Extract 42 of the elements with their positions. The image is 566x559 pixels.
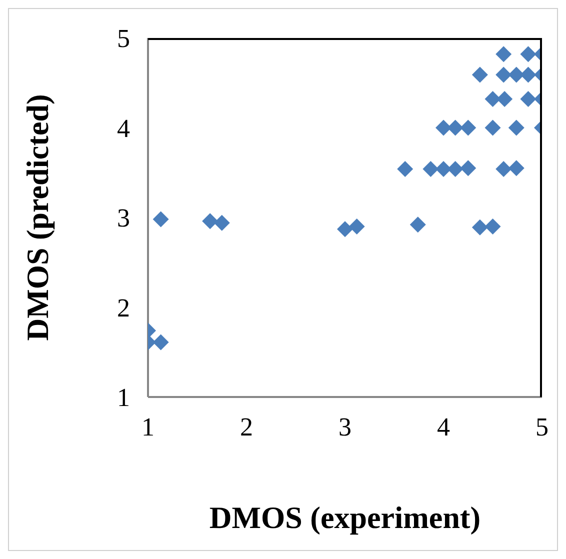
point xyxy=(496,91,513,108)
point xyxy=(422,161,439,178)
point xyxy=(447,161,464,178)
point xyxy=(460,120,476,136)
y-axis-title: DMOS (predicted) xyxy=(20,94,56,341)
point xyxy=(484,91,501,108)
x-tick-label: 5 xyxy=(536,412,548,442)
x-axis-title: DMOS (experiment) xyxy=(209,500,481,535)
point xyxy=(508,160,524,176)
y-tick-label: 2 xyxy=(117,293,130,322)
point xyxy=(348,218,365,234)
point xyxy=(436,161,452,178)
point xyxy=(214,214,230,231)
point xyxy=(397,161,414,178)
point xyxy=(496,66,512,83)
x-tick-label: 3 xyxy=(338,412,352,442)
point xyxy=(520,46,536,62)
y-tick-label: 1 xyxy=(117,383,130,412)
point xyxy=(460,160,476,176)
point xyxy=(484,218,501,234)
point xyxy=(496,46,512,62)
point xyxy=(520,66,536,83)
point xyxy=(472,219,488,236)
x-tick-label: 4 xyxy=(437,412,450,442)
point xyxy=(508,120,524,136)
point xyxy=(337,221,353,238)
x-tick-label: 1 xyxy=(142,412,154,442)
point xyxy=(520,91,536,108)
y-tick-label: 4 xyxy=(117,114,130,143)
y-tick-label: 5 xyxy=(117,24,130,54)
x-tick-label: 2 xyxy=(240,412,253,442)
point xyxy=(202,213,218,230)
point xyxy=(508,66,524,83)
point xyxy=(410,216,426,233)
point xyxy=(496,161,512,178)
point xyxy=(152,211,169,228)
point xyxy=(152,334,169,350)
y-tick-label: 3 xyxy=(117,204,130,233)
point xyxy=(484,120,501,136)
point xyxy=(447,120,464,136)
point xyxy=(436,120,452,136)
point xyxy=(472,66,488,83)
